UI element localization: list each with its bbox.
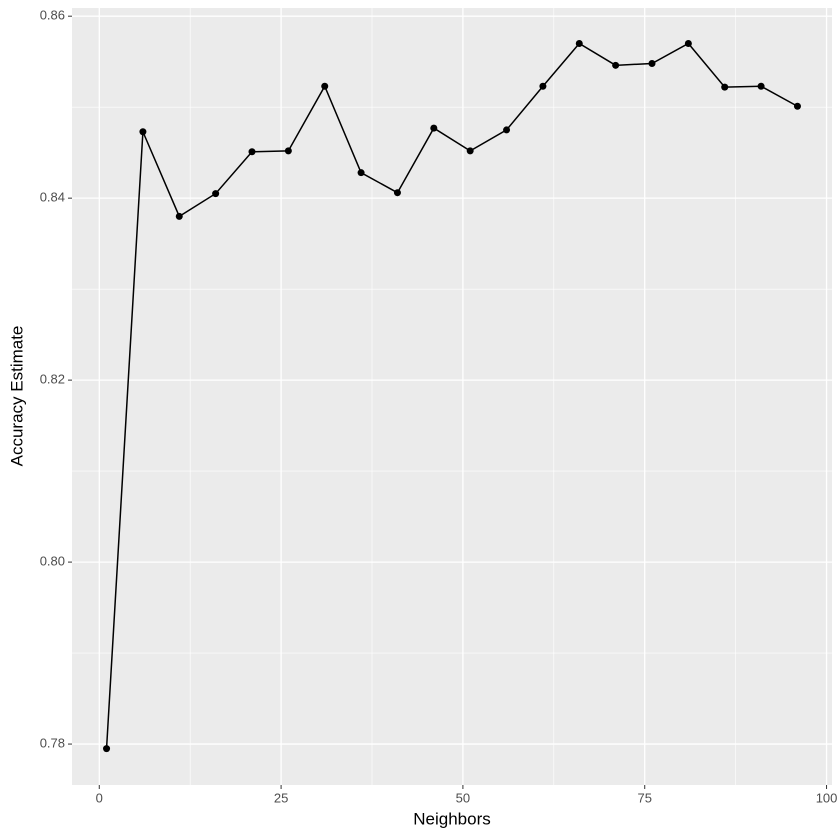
point: [321, 82, 329, 90]
point: [139, 128, 147, 136]
y-tick-label: 0.84: [40, 190, 65, 205]
x-tick-label: 75: [637, 790, 651, 805]
y-tick-label: 0.78: [40, 735, 65, 750]
point: [466, 147, 474, 155]
x-axis-title: Neighbors: [413, 809, 491, 828]
point: [648, 60, 656, 67]
panel: [72, 8, 832, 785]
point: [248, 148, 256, 156]
x-tick-label: 0: [96, 790, 103, 805]
x-tick-label: 100: [816, 790, 838, 805]
y-tick-label: 0.86: [40, 8, 65, 23]
line: [105, 42, 798, 749]
point: [393, 189, 401, 197]
y-axis-title: Accuracy Estimate: [7, 326, 26, 467]
point: [357, 169, 365, 177]
point: [612, 61, 620, 69]
point: [212, 190, 220, 198]
point: [539, 82, 547, 90]
point: [103, 745, 111, 753]
point: [684, 39, 692, 47]
point: [503, 126, 511, 134]
y-tick-label: 0.82: [40, 372, 65, 387]
x-tick-label: 25: [274, 790, 288, 805]
point: [721, 83, 729, 91]
point: [575, 39, 583, 47]
point: [175, 212, 183, 220]
y-tick-label: 0.80: [40, 554, 65, 569]
point: [757, 82, 765, 90]
point: [793, 102, 801, 110]
x-tick-label: 50: [456, 790, 470, 805]
point: [430, 124, 438, 132]
point: [284, 147, 292, 155]
